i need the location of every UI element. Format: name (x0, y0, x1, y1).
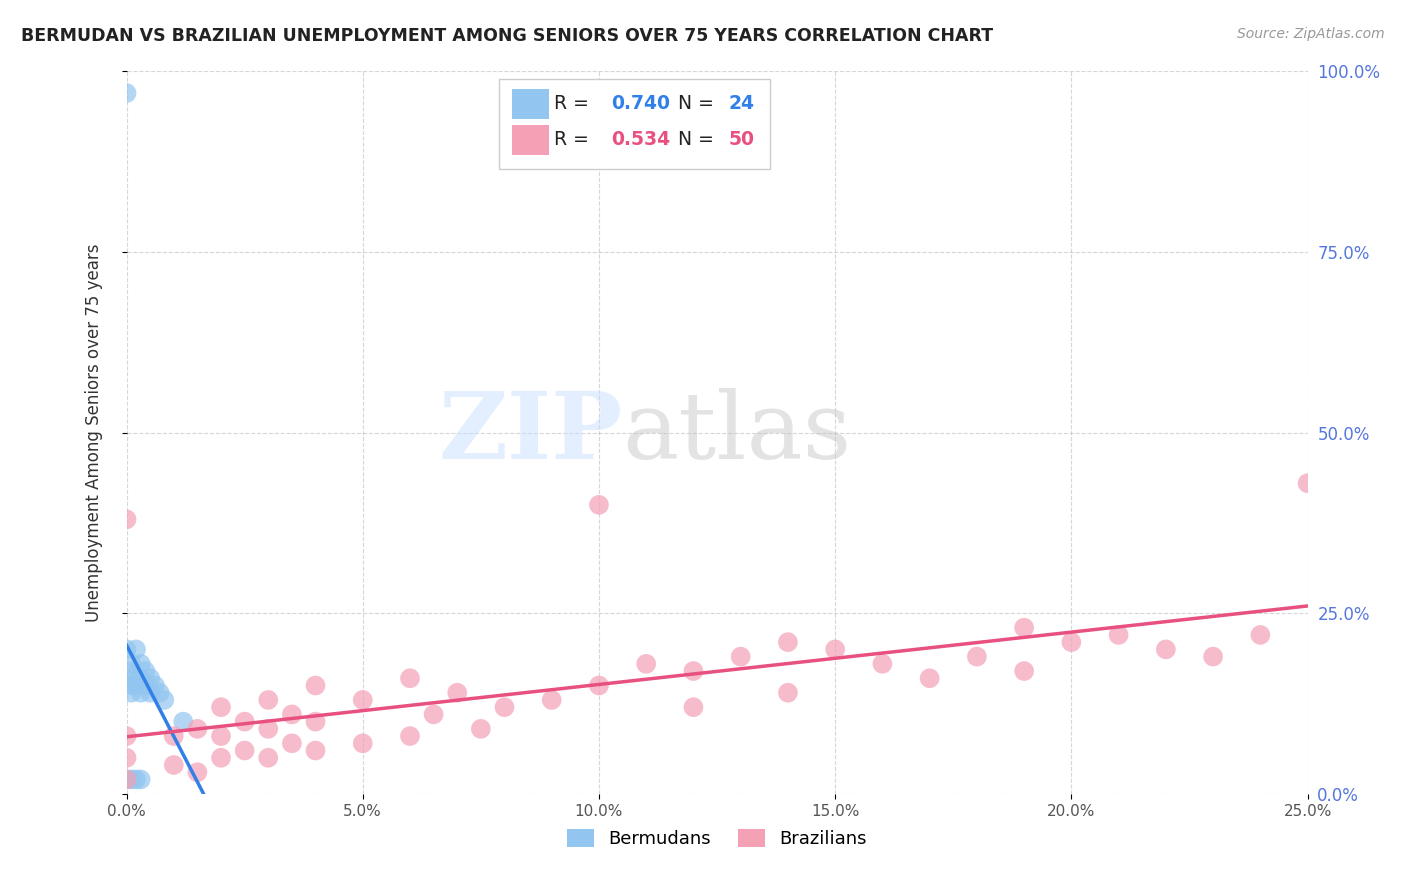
Point (143, 678, 166, 692)
Text: Source: ZipAtlas.com: Source: ZipAtlas.com (1237, 27, 1385, 41)
Point (115, 729, 138, 743)
Point (257, 693, 280, 707)
Point (966, 649, 988, 664)
FancyBboxPatch shape (512, 125, 550, 155)
Point (233, 714, 256, 729)
Point (257, 722, 280, 736)
Point (153, 693, 176, 707)
Point (125, 678, 148, 692)
Point (494, 700, 516, 714)
Point (304, 678, 326, 692)
Text: atlas: atlas (623, 388, 852, 477)
Point (682, 664, 704, 678)
Point (163, 729, 186, 743)
Point (1060, 635, 1083, 649)
Point (422, 707, 444, 722)
Point (1012, 621, 1035, 635)
Point (125, 642, 148, 657)
Point (588, 678, 610, 692)
Point (115, 772, 138, 787)
Text: R =: R = (554, 95, 595, 113)
Point (352, 693, 374, 707)
Point (399, 729, 422, 743)
FancyBboxPatch shape (512, 88, 550, 119)
Point (1012, 664, 1035, 678)
Point (636, 657, 658, 671)
Point (1202, 649, 1225, 664)
Text: N =: N = (666, 130, 720, 150)
Point (163, 758, 186, 772)
Point (399, 671, 422, 685)
Point (115, 664, 138, 678)
Point (120, 671, 142, 685)
Point (115, 678, 138, 692)
Text: R =: R = (554, 130, 595, 150)
Point (776, 635, 799, 649)
Point (186, 722, 208, 736)
Point (129, 657, 152, 671)
Point (149, 686, 172, 700)
Point (139, 686, 162, 700)
Point (1249, 628, 1271, 642)
Point (281, 707, 304, 722)
Point (304, 714, 326, 729)
Point (257, 751, 280, 765)
Point (352, 736, 374, 750)
Point (115, 512, 138, 526)
Legend: Bermudans, Brazilians: Bermudans, Brazilians (558, 820, 876, 857)
Point (872, 657, 894, 671)
Point (129, 772, 152, 787)
Point (115, 642, 138, 657)
Point (304, 743, 326, 757)
Point (129, 686, 152, 700)
Point (120, 772, 142, 787)
FancyBboxPatch shape (499, 78, 770, 169)
Text: ZIP: ZIP (439, 388, 623, 477)
Point (470, 722, 492, 736)
Point (1296, 476, 1319, 491)
Point (233, 743, 256, 757)
Point (129, 671, 152, 685)
Point (115, 751, 138, 765)
Y-axis label: Unemployment Among Seniors over 75 years: Unemployment Among Seniors over 75 years (84, 244, 103, 622)
Point (918, 671, 941, 685)
Point (134, 664, 156, 678)
Point (824, 642, 846, 657)
Text: 50: 50 (728, 130, 755, 150)
Text: 0.534: 0.534 (610, 130, 669, 150)
Point (540, 693, 562, 707)
Point (588, 498, 610, 512)
Text: 24: 24 (728, 95, 755, 113)
Point (115, 772, 138, 787)
Point (139, 671, 162, 685)
Point (120, 686, 142, 700)
Point (209, 729, 232, 743)
Point (682, 700, 704, 714)
Point (120, 657, 142, 671)
Point (172, 714, 194, 729)
Point (1154, 642, 1177, 657)
Point (1108, 628, 1130, 642)
Text: N =: N = (666, 95, 720, 113)
Text: 0.740: 0.740 (610, 95, 669, 113)
Point (186, 765, 208, 780)
Point (730, 649, 752, 664)
Point (776, 686, 799, 700)
Point (115, 86, 138, 100)
Point (125, 772, 148, 787)
Point (134, 678, 156, 692)
Text: BERMUDAN VS BRAZILIAN UNEMPLOYMENT AMONG SENIORS OVER 75 YEARS CORRELATION CHART: BERMUDAN VS BRAZILIAN UNEMPLOYMENT AMONG… (21, 27, 993, 45)
Point (446, 686, 468, 700)
Point (281, 736, 304, 750)
Point (209, 700, 232, 714)
Point (209, 751, 232, 765)
